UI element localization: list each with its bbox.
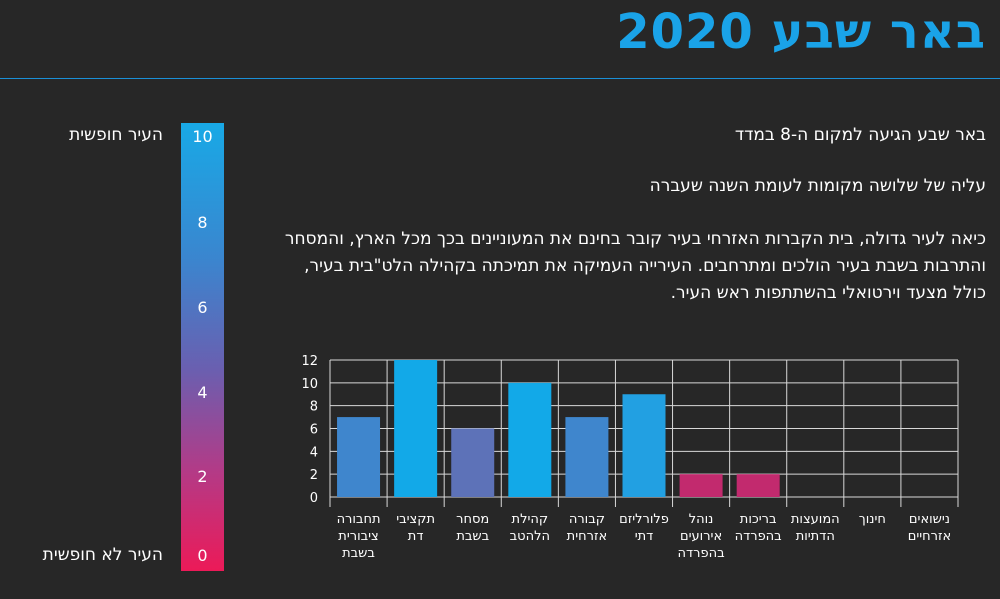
scale-tick: 2 <box>197 467 208 486</box>
bar <box>622 394 666 497</box>
category-label: תחבורה ציבורית בשבת <box>336 512 381 561</box>
y-tick-label: 4 <box>310 445 318 460</box>
category-label: בריכות בהפרדה <box>734 512 782 544</box>
category-label: קבורה אזרחית <box>566 512 608 544</box>
y-tick-label: 2 <box>310 468 318 483</box>
scale-tick: 6 <box>197 298 208 317</box>
freedom-scale-bar: 10 8 6 4 2 0 <box>181 123 224 571</box>
scale-tick: 0 <box>197 546 208 565</box>
category-label: חינוך <box>858 512 886 527</box>
scale-tick: 4 <box>197 383 208 402</box>
y-tick-label: 10 <box>301 377 318 392</box>
scale-tick: 8 <box>197 213 208 232</box>
bar <box>451 428 495 497</box>
bar <box>508 382 552 497</box>
category-label: מסחר בשבת <box>456 512 490 544</box>
bar <box>679 474 723 497</box>
bar <box>337 417 381 497</box>
bar <box>736 474 780 497</box>
change-text: עליה של שלושה מקומות לעומת השנה שעברה <box>649 176 986 196</box>
page-title: באר שבע 2020 <box>616 4 986 60</box>
y-tick-label: 0 <box>310 491 318 506</box>
rank-text: באר שבע הגיעה למקום ה-8 במדד <box>734 125 986 145</box>
title-divider <box>0 78 1000 79</box>
category-label: נישואים אזרחיים <box>907 512 952 544</box>
category-label: המועצות הדתיות <box>790 512 840 544</box>
bar <box>565 417 609 497</box>
bar <box>394 360 438 497</box>
category-label: פלורליזם דתי <box>619 512 669 544</box>
description-paragraph: כיאה לעיר גדולה, בית הקברות האזרחי בעיר … <box>284 229 986 303</box>
category-label: תקציבי דת <box>396 512 436 544</box>
y-tick-label: 8 <box>310 400 318 415</box>
y-tick-label: 12 <box>301 354 318 369</box>
scale-top-label: העיר חופשית <box>69 125 163 145</box>
scale-tick: 10 <box>192 127 213 146</box>
category-label: קהילת הלהטב <box>509 512 550 544</box>
scale-bottom-label: העיר לא חופשית <box>42 545 163 565</box>
category-label: נוהל אירועים בהפרדה <box>677 512 725 561</box>
y-tick-label: 6 <box>310 423 318 438</box>
